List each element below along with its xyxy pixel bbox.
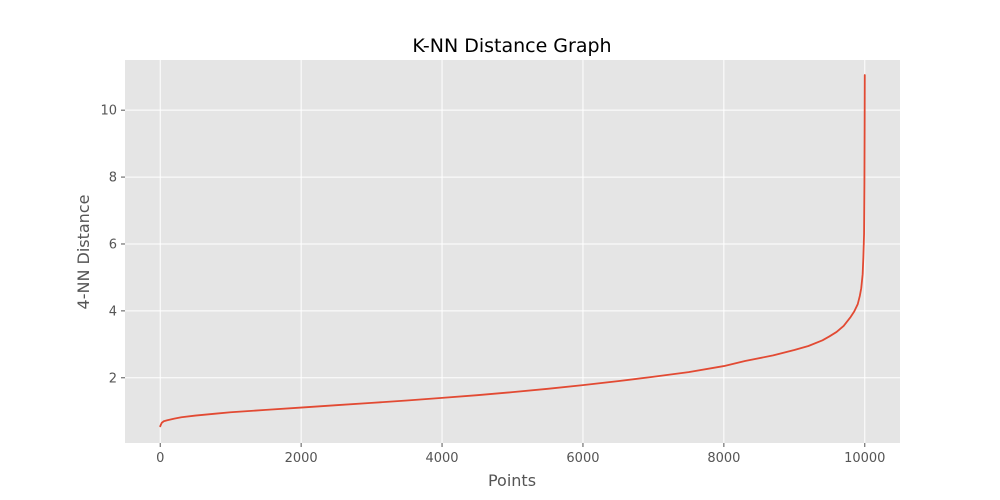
y-tick-label: 2	[109, 371, 117, 386]
x-axis-label: Points	[488, 471, 536, 490]
x-tick-label: 0	[156, 451, 164, 466]
x-tick-label: 8000	[707, 451, 740, 466]
y-axis-label: 4-NN Distance	[74, 195, 93, 310]
chart-title: K-NN Distance Graph	[412, 35, 611, 57]
x-tick-label: 2000	[285, 451, 318, 466]
y-tick-label: 10	[100, 104, 117, 119]
plot-background	[125, 60, 900, 443]
y-tick-label: 4	[109, 304, 117, 319]
series-layer	[159, 74, 866, 428]
series-line	[159, 74, 866, 428]
x-tick-label: 4000	[425, 451, 458, 466]
y-axis-ticks: 2 4 6 8 10	[100, 104, 125, 386]
x-tick-label: 10000	[844, 451, 885, 466]
y-tick-label: 6	[109, 237, 117, 252]
y-tick-label: 8	[109, 171, 117, 186]
x-axis-ticks: 0 2000 4000 6000 8000 10000	[156, 443, 885, 466]
x-tick-label: 6000	[566, 451, 599, 466]
